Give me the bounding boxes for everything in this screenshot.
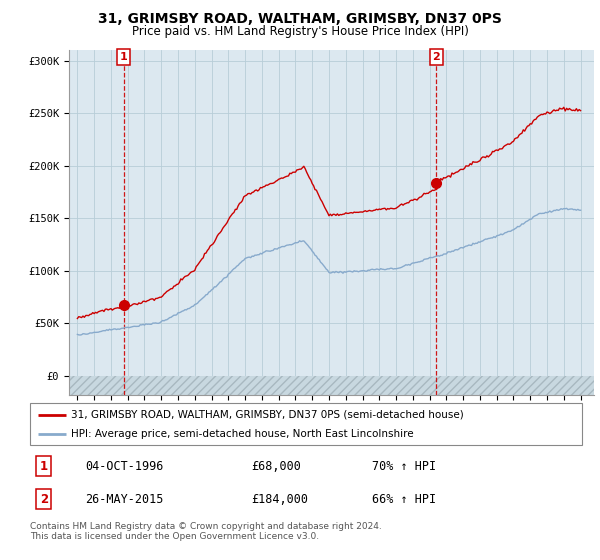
- Text: Contains HM Land Registry data © Crown copyright and database right 2024.
This d: Contains HM Land Registry data © Crown c…: [30, 522, 382, 542]
- Text: £68,000: £68,000: [251, 460, 301, 473]
- Text: Price paid vs. HM Land Registry's House Price Index (HPI): Price paid vs. HM Land Registry's House …: [131, 25, 469, 38]
- Text: HPI: Average price, semi-detached house, North East Lincolnshire: HPI: Average price, semi-detached house,…: [71, 429, 414, 439]
- Text: £184,000: £184,000: [251, 493, 308, 506]
- Text: 70% ↑ HPI: 70% ↑ HPI: [372, 460, 436, 473]
- Text: 1: 1: [40, 460, 48, 473]
- Text: 31, GRIMSBY ROAD, WALTHAM, GRIMSBY, DN37 0PS: 31, GRIMSBY ROAD, WALTHAM, GRIMSBY, DN37…: [98, 12, 502, 26]
- Text: 1: 1: [119, 52, 127, 62]
- Text: 31, GRIMSBY ROAD, WALTHAM, GRIMSBY, DN37 0PS (semi-detached house): 31, GRIMSBY ROAD, WALTHAM, GRIMSBY, DN37…: [71, 409, 464, 419]
- Text: 04-OCT-1996: 04-OCT-1996: [85, 460, 164, 473]
- Text: 26-MAY-2015: 26-MAY-2015: [85, 493, 164, 506]
- Text: 66% ↑ HPI: 66% ↑ HPI: [372, 493, 436, 506]
- Text: 2: 2: [433, 52, 440, 62]
- FancyBboxPatch shape: [30, 403, 582, 445]
- Text: 2: 2: [40, 493, 48, 506]
